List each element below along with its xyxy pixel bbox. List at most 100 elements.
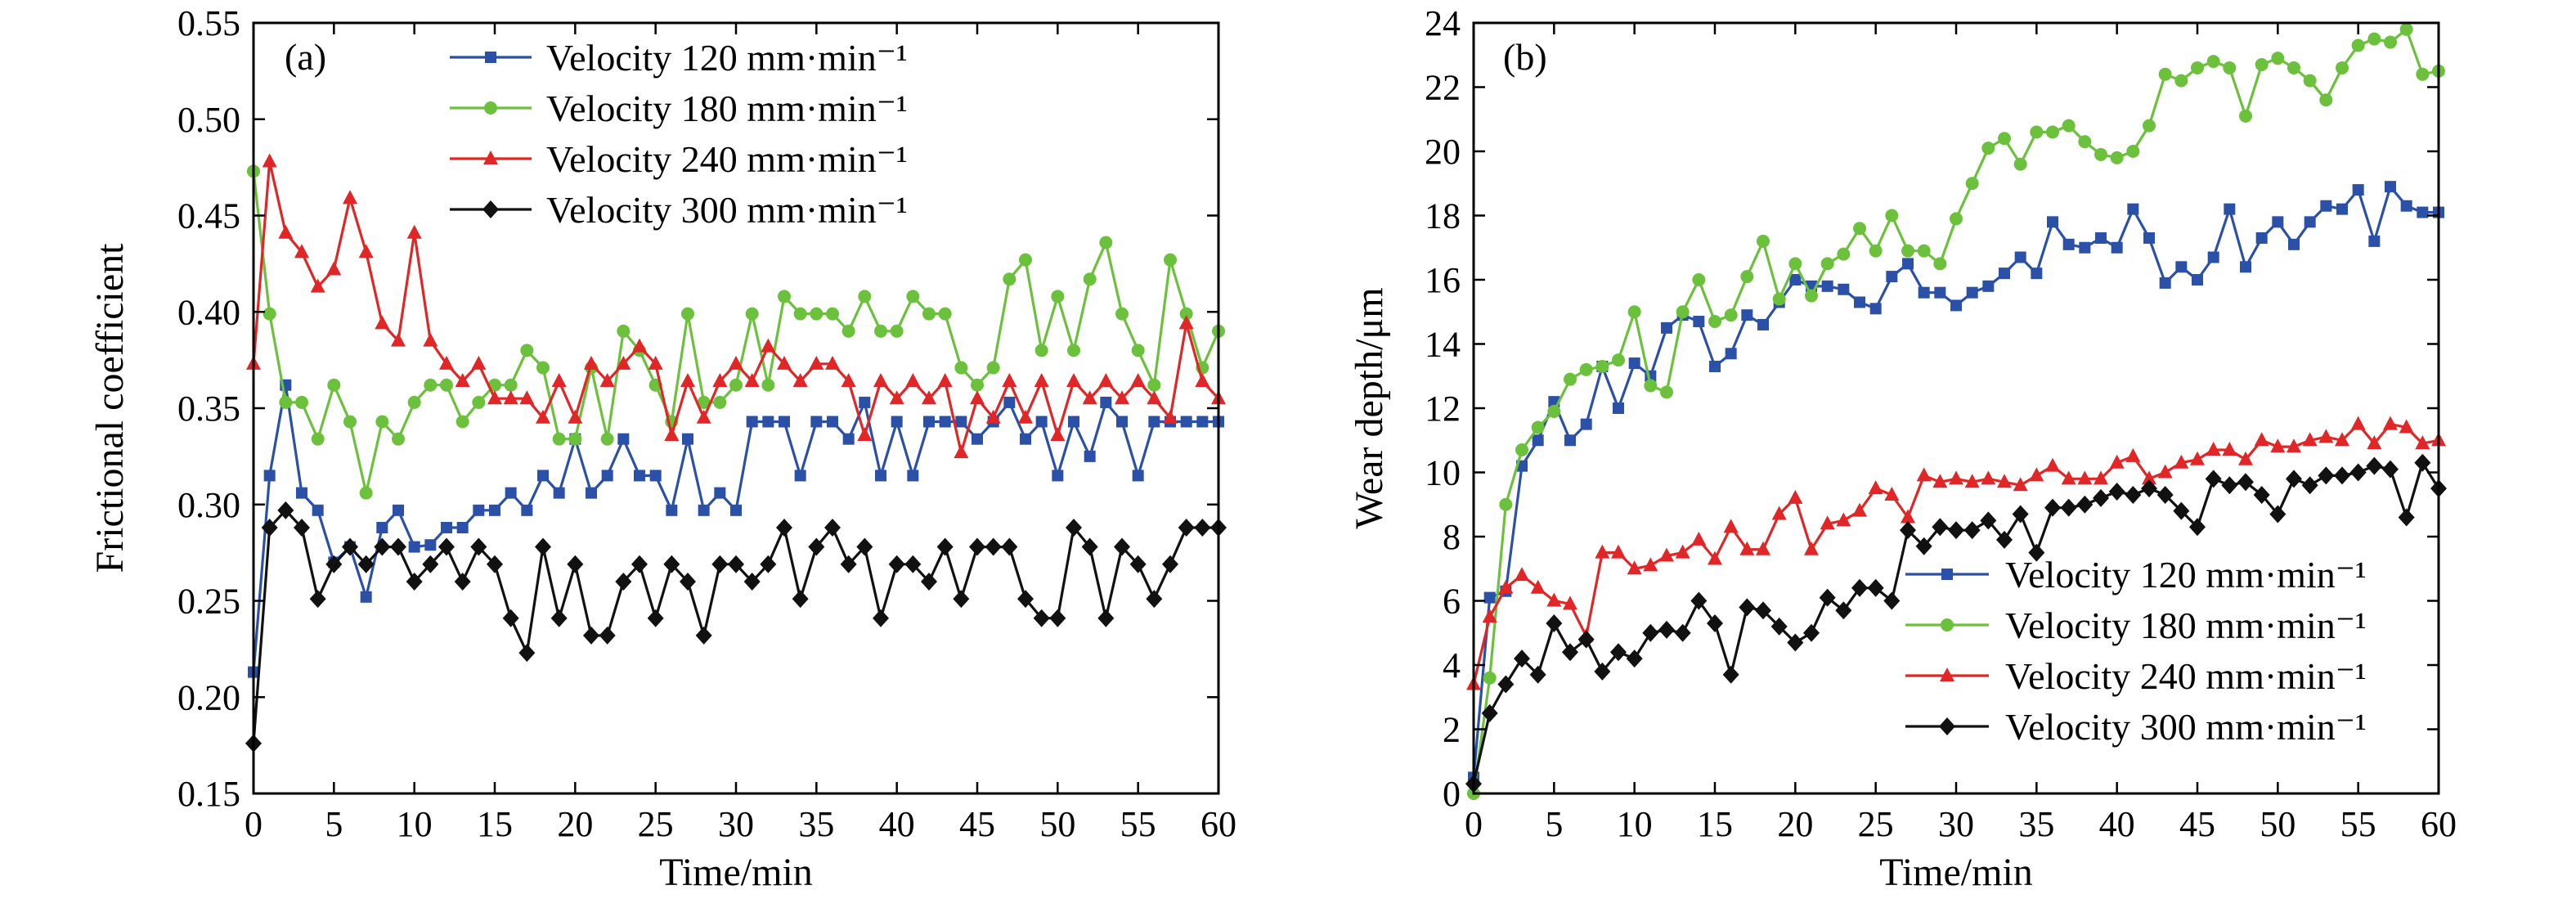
data-point [2303,74,2317,88]
y-tick-label: 0.40 [177,292,240,332]
data-point [391,332,406,347]
data-point [2416,67,2430,81]
data-point [1915,537,1932,555]
data-point [376,522,388,534]
data-point [760,555,777,573]
data-point [1531,420,1545,434]
data-point [2239,109,2252,123]
data-point [891,416,903,428]
data-point [1658,620,1675,639]
data-point [1100,396,1112,408]
data-point [456,415,469,429]
data-point [2414,453,2431,472]
data-point [599,373,615,388]
y-tick-label: 4 [1443,645,1461,685]
data-point [521,504,533,516]
chart-panel-1: 0 5 10 15 20 25 30 35 40 45 50 55 60 0.15 0.20 0.25 0.30… [88,3,1236,894]
legend-marker [485,52,496,63]
data-point [1787,633,1804,652]
data-point [905,373,921,388]
data-point [2352,184,2364,196]
data-point [2287,61,2300,74]
data-point [1901,509,1915,524]
data-point [470,537,487,556]
data-point [907,470,919,482]
legend: Velocity 120 mm·min⁻¹ Velocity 180 mm·min… [450,37,908,231]
y-tick-label: 20 [1425,132,1461,172]
data-point [2014,251,2026,263]
data-point [537,470,549,482]
data-point [1163,409,1178,424]
data-point [824,519,841,537]
legend-marker [483,151,498,164]
data-point [969,537,985,556]
data-point [1613,402,1624,414]
data-point [296,487,307,499]
data-point [649,470,662,482]
data-point [1594,662,1611,681]
data-point [2110,151,2124,164]
data-point [680,373,695,388]
data-point [2109,454,2125,469]
data-point [1003,396,1016,408]
y-tick-label: 0.45 [177,196,240,236]
data-point [2108,483,2125,501]
y-tick-label: 6 [1443,582,1461,622]
data-point [1097,609,1115,627]
data-point [2301,476,2318,495]
data-point [985,537,1002,556]
data-point [2143,119,2156,133]
data-point [904,555,922,573]
data-point [841,324,855,338]
data-point [487,555,503,573]
data-point [2382,460,2399,479]
data-point [2062,238,2075,250]
data-point [1883,591,1901,610]
data-point [2012,505,2029,524]
data-point [295,395,308,409]
data-point [536,361,550,375]
data-point [2288,238,2300,250]
data-point [1835,601,1852,620]
data-point [1020,433,1031,445]
y-axis-title: Frictional coefficient [88,243,132,573]
data-point [1965,177,1979,191]
data-point [1869,244,1883,258]
y-tick-label: 18 [1425,196,1461,236]
data-point [1918,286,1930,299]
legend-item: Velocity 120 mm·min⁻¹ [450,37,908,79]
data-point [1869,303,1882,315]
data-point [744,373,760,388]
y-tick-label: 22 [1425,68,1461,108]
legend-marker [482,200,499,218]
series-1 [1468,181,2444,784]
data-point [2383,416,2398,430]
data-point [488,378,501,392]
y-tick-label: 24 [1425,3,1461,43]
data-point [1194,519,1211,537]
data-point [1564,372,1577,386]
data-point [2126,145,2140,158]
data-point [599,626,616,645]
data-point [1612,353,1625,367]
data-point [1659,547,1674,562]
data-point [729,355,743,370]
data-point [631,555,648,573]
data-point [2174,74,2188,88]
data-point [1805,289,1818,303]
legend-item: Velocity 180 mm·min⁻¹ [1905,605,2367,646]
data-point [2061,470,2076,485]
data-point [888,555,905,573]
data-point [1757,234,1770,248]
data-point [1066,519,1082,537]
data-point [1098,373,1114,388]
data-point [792,590,809,609]
data-point [1178,519,1195,537]
data-point [1772,292,1786,306]
data-point [2366,456,2383,475]
legend-label: Velocity 300 mm·min⁻¹ [2005,706,2367,748]
data-point [1515,443,1528,457]
legend-label: Velocity 180 mm·min⁻¹ [2005,605,2367,646]
data-point [1082,390,1097,405]
data-point [2158,67,2172,81]
